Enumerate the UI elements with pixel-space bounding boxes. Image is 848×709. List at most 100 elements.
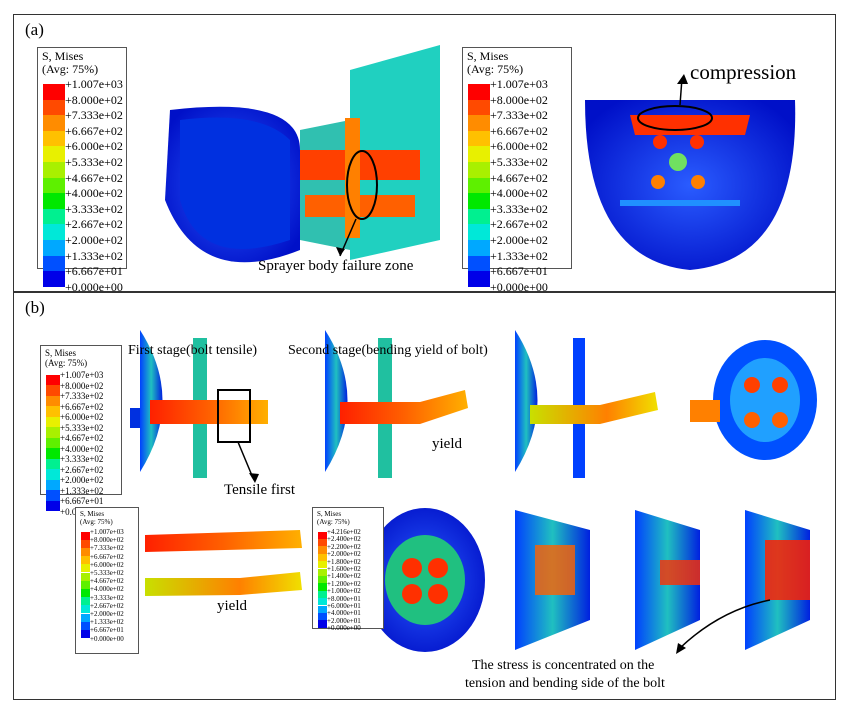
legend-value: +4.667e+02 — [90, 577, 124, 586]
legend-color-band — [81, 621, 90, 630]
legend-color-band — [468, 99, 490, 116]
legend-value: +2.000e+01 — [327, 616, 361, 625]
stage2-label: Second stage(bending yield of bolt) — [288, 343, 488, 358]
legend-value: +8.000e+02 — [60, 380, 104, 391]
stress-note-line2: tension and bending side of the bolt — [465, 676, 665, 691]
legend-color-band — [81, 564, 90, 573]
legend-color-band — [46, 458, 60, 469]
panel-b — [13, 292, 836, 700]
legend-value: +0.000e+00 — [490, 279, 548, 294]
legend-color-band — [46, 427, 60, 438]
legend-value: +6.667e+01 — [490, 264, 548, 279]
legend-color-band — [43, 224, 65, 240]
legend-color-band — [43, 271, 65, 287]
legend-value: +6.000e+02 — [490, 139, 548, 154]
legend-color-band — [318, 546, 327, 554]
legend-subtitle: (Avg: 75%) — [42, 62, 99, 76]
legend-color-band — [43, 84, 65, 100]
legend-value: +1.800e+02 — [327, 557, 361, 566]
legend-value: +2.000e+02 — [65, 233, 123, 247]
legend-color-band — [81, 580, 90, 589]
legend-value: +1.333e+02 — [90, 618, 124, 627]
legend-title: S, Mises — [467, 49, 509, 63]
legend-color-band — [46, 469, 60, 480]
legend-color-band — [468, 255, 490, 272]
legend-title: S, Mises — [317, 510, 342, 518]
legend-value: +6.667e+01 — [65, 264, 123, 279]
legend-value: +4.000e+02 — [490, 186, 548, 201]
legend-color-band — [46, 416, 60, 427]
legend-color-band — [468, 130, 490, 147]
legend-value: +2.000e+02 — [490, 233, 548, 247]
failure-zone-label: Sprayer body failure zone — [258, 258, 414, 274]
legend-value: +6.000e+02 — [90, 560, 124, 569]
legend-value: +3.333e+02 — [90, 593, 124, 602]
legend-color-band — [46, 448, 60, 459]
legend-value: +1.007e+03 — [65, 77, 123, 91]
legend-value: +0.000e+00 — [65, 279, 123, 294]
legend-color-band — [468, 240, 490, 256]
legend-color-band — [46, 374, 60, 385]
legend-value: +1.007e+03 — [60, 370, 104, 380]
legend-value: +6.667e+01 — [90, 626, 124, 635]
legend-value: +2.667e+02 — [65, 217, 123, 232]
legend-subtitle: (Avg: 75%) — [80, 518, 113, 526]
sprayer-model-left — [165, 45, 440, 263]
legend-value: +8.000e+02 — [490, 92, 548, 107]
legend-color-band — [46, 406, 60, 417]
legend-value: +4.000e+02 — [60, 443, 104, 454]
legend-color-band — [43, 130, 65, 147]
legend-value: +7.333e+02 — [90, 544, 124, 553]
legend-value: +4.000e+02 — [65, 186, 123, 201]
legend-value: +1.200e+02 — [327, 579, 361, 588]
legend-a-left: S, Mises (Avg: 75%) +1.007e+03 +8.000e+02 +7… — [37, 47, 127, 293]
legend-color-band — [318, 568, 327, 576]
legend-value: +1.000e+02 — [327, 587, 361, 596]
legend-color-band — [468, 224, 490, 240]
legend-value: +6.667e+01 — [60, 496, 104, 506]
legend-value: +5.333e+02 — [60, 422, 104, 433]
tensile-first-label: Tensile first — [224, 482, 296, 498]
panel-a — [13, 14, 836, 292]
legend-color-band — [81, 572, 90, 581]
legend-color-band — [43, 146, 65, 162]
panel-a-label: (a) — [25, 20, 44, 39]
legend-color-band — [318, 575, 327, 584]
legend-color-band — [318, 590, 327, 599]
legend-value: +2.000e+02 — [90, 610, 124, 618]
legend-value: +1.333e+02 — [60, 485, 104, 496]
panel-b-label: (b) — [25, 298, 45, 317]
legend-color-band — [43, 240, 65, 256]
legend-color-band — [318, 620, 327, 628]
yield-label-2: yield — [217, 598, 247, 614]
legend-color-band — [318, 598, 327, 606]
legend-b-2: S, Mises (Avg: 75%) +1.007e+03 +8.000e+02 +7… — [75, 507, 139, 654]
legend-value: +7.333e+02 — [60, 391, 104, 401]
legend-color-band — [43, 193, 65, 209]
legend-value: +5.333e+02 — [90, 569, 124, 577]
legend-color-band — [81, 556, 90, 565]
legend-color-band — [46, 395, 60, 406]
legend-value: +6.667e+02 — [60, 401, 104, 412]
legend-value: +6.667e+02 — [90, 552, 124, 561]
legend-title: S, Mises — [45, 348, 77, 358]
legend-b-1: S, Mises (Avg: 75%) +1.007e+03 +8.000e+02 +7… — [40, 345, 122, 517]
legend-color-band — [468, 115, 490, 131]
legend-subtitle: (Avg: 75%) — [317, 518, 350, 526]
legend-value: +4.216e+02 — [327, 528, 361, 536]
legend-color-band — [81, 547, 90, 557]
legend-value: +0.000e+00 — [327, 624, 361, 633]
legend-color-band — [43, 255, 65, 272]
legend-b-3: S, Mises (Avg: 75%) +4.216e+02 +2.400e+02 +2… — [312, 507, 384, 633]
stress-note-line1: The stress is concentrated on the — [472, 658, 655, 673]
legend-color-band — [46, 385, 60, 396]
legend-value: +5.333e+02 — [490, 155, 548, 169]
legend-value: +6.667e+02 — [65, 123, 123, 138]
legend-value: +1.600e+02 — [327, 565, 361, 573]
legend-color-band — [81, 597, 90, 606]
legend-title: S, Mises — [42, 49, 84, 63]
legend-value: +2.000e+02 — [60, 475, 104, 485]
legend-color-band — [318, 531, 327, 539]
legend-value: +2.667e+02 — [90, 601, 124, 610]
legend-value: +8.000e+02 — [90, 536, 124, 545]
